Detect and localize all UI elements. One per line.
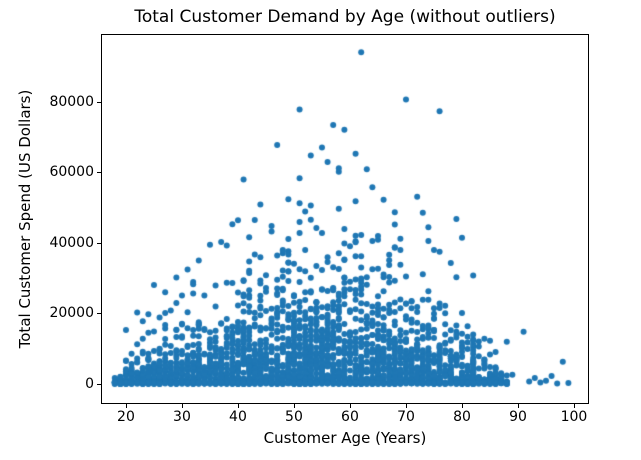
x-tick bbox=[573, 404, 575, 408]
y-tick-label: 80000 bbox=[49, 93, 94, 110]
x-tick-label: 80 bbox=[453, 409, 471, 425]
x-tick bbox=[125, 404, 127, 408]
x-axis-label: Customer Age (Years) bbox=[263, 429, 427, 447]
y-tick bbox=[97, 383, 101, 385]
x-tick-label: 40 bbox=[229, 409, 247, 425]
x-tick-label: 20 bbox=[117, 409, 135, 425]
x-tick-label: 90 bbox=[509, 409, 527, 425]
y-tick bbox=[97, 313, 101, 315]
x-tick-label: 100 bbox=[560, 409, 588, 425]
x-tick-label: 50 bbox=[285, 409, 303, 425]
scatter-points-canvas bbox=[102, 35, 588, 403]
plot-area bbox=[101, 34, 589, 404]
y-tick bbox=[97, 172, 101, 174]
x-tick-label: 60 bbox=[341, 409, 359, 425]
y-tick-label: 0 bbox=[85, 375, 94, 392]
x-tick bbox=[293, 404, 295, 408]
chart-title: Total Customer Demand by Age (without ou… bbox=[134, 7, 556, 27]
x-tick bbox=[237, 404, 239, 408]
x-tick bbox=[405, 404, 407, 408]
x-tick bbox=[181, 404, 183, 408]
x-tick bbox=[517, 404, 519, 408]
x-tick bbox=[461, 404, 463, 408]
y-tick bbox=[97, 242, 101, 244]
y-tick-label: 40000 bbox=[49, 234, 94, 251]
x-tick-label: 70 bbox=[397, 409, 415, 425]
x-tick bbox=[349, 404, 351, 408]
y-tick bbox=[97, 101, 101, 103]
y-tick-label: 20000 bbox=[49, 305, 94, 322]
x-tick-label: 30 bbox=[173, 409, 191, 425]
y-tick-label: 60000 bbox=[49, 164, 94, 181]
